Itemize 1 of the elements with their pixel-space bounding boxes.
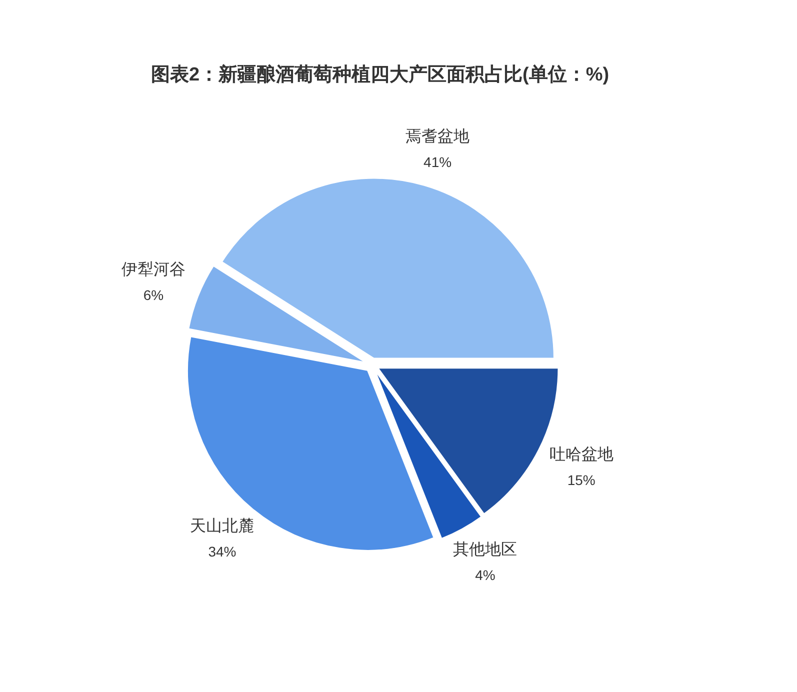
title: 图表2：新疆酿酒葡萄种植四大产区面积占比(单位：%)	[150, 64, 610, 86]
